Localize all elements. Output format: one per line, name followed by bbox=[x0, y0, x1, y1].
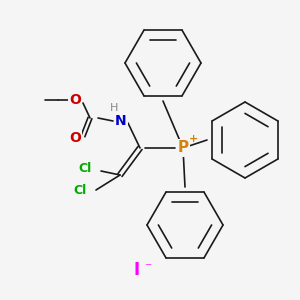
Text: +: + bbox=[188, 134, 198, 144]
Text: Cl: Cl bbox=[78, 161, 92, 175]
Text: Cl: Cl bbox=[74, 184, 87, 196]
Text: H: H bbox=[110, 103, 118, 113]
Text: ⁻: ⁻ bbox=[144, 261, 152, 275]
Text: P: P bbox=[177, 140, 189, 155]
Text: O: O bbox=[69, 131, 81, 145]
Text: I: I bbox=[134, 261, 140, 279]
Text: O: O bbox=[69, 93, 81, 107]
Text: N: N bbox=[115, 114, 127, 128]
